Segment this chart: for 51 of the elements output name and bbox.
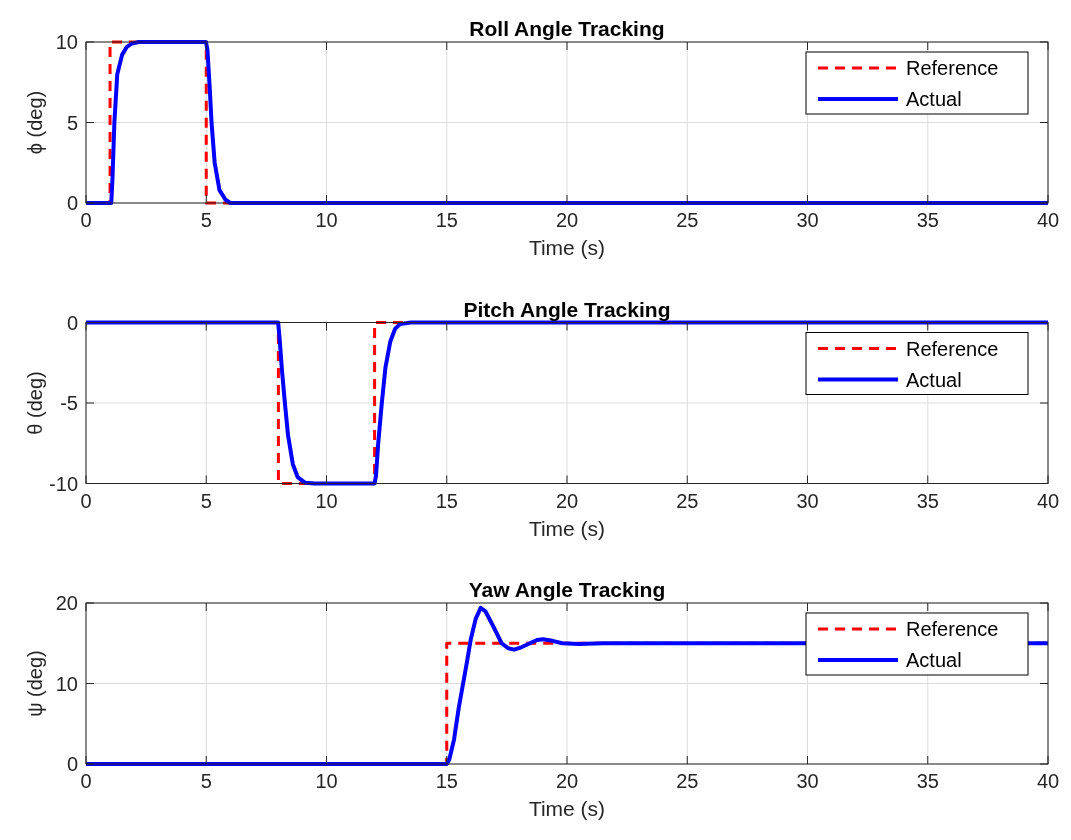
y-tick-label: -10 (49, 472, 78, 495)
x-tick-label: 10 (315, 209, 338, 231)
x-tick-label: 15 (435, 770, 458, 792)
y-tick-label: 10 (55, 31, 78, 53)
legend-label: Reference (906, 618, 999, 640)
x-tick-label: 30 (796, 209, 819, 231)
x-tick-label: 25 (676, 770, 699, 792)
y-tick-label: 0 (66, 311, 78, 334)
y-axis-title: ψ (deg) (24, 650, 46, 717)
x-tick-label: 40 (1036, 770, 1060, 792)
x-tick-label: 25 (676, 489, 699, 512)
x-tick-label: 35 (916, 489, 939, 512)
x-tick-label: 15 (435, 489, 458, 512)
x-axis-title: Time (s) (528, 797, 606, 820)
x-tick-label: 10 (315, 489, 338, 512)
chart-title: Pitch Angle Tracking (463, 297, 671, 321)
x-axis-title: Time (s) (528, 516, 606, 540)
legend-label: Reference (906, 57, 999, 79)
y-axis-title: ϕ (deg) (24, 90, 46, 155)
y-tick-label: 10 (55, 672, 78, 695)
x-tick-label: 20 (555, 209, 579, 231)
chart-title: Roll Angle Tracking (469, 17, 665, 40)
x-axis-title: Time (s) (528, 236, 606, 259)
y-tick-label: 20 (55, 592, 78, 614)
x-tick-label: 40 (1036, 209, 1060, 231)
x-tick-label: 35 (916, 209, 939, 231)
x-tick-label: 20 (555, 770, 579, 792)
x-tick-label: 0 (80, 770, 92, 792)
legend-label: Actual (906, 649, 962, 671)
y-tick-label: 0 (66, 753, 78, 775)
legend-label: Actual (906, 368, 962, 391)
x-tick-label: 5 (200, 770, 212, 792)
y-tick-label: 0 (66, 192, 78, 214)
x-tick-label: 0 (80, 209, 92, 231)
y-tick-label: -5 (60, 392, 78, 414)
x-tick-label: 35 (916, 770, 939, 792)
x-tick-label: 0 (80, 489, 92, 512)
x-tick-label: 25 (676, 209, 699, 231)
legend-label: Actual (906, 88, 962, 110)
x-tick-label: 40 (1036, 489, 1060, 512)
y-axis-title: θ (deg) (24, 371, 46, 435)
legend-label: Reference (906, 337, 999, 360)
x-tick-label: 30 (796, 770, 819, 792)
x-tick-label: 15 (435, 209, 458, 231)
x-tick-label: 10 (315, 770, 338, 792)
y-tick-label: 5 (66, 111, 78, 134)
x-tick-label: 20 (555, 489, 579, 512)
x-tick-label: 5 (200, 489, 212, 512)
x-tick-label: 5 (200, 209, 212, 231)
chart-title: Yaw Angle Tracking (468, 578, 666, 601)
x-tick-label: 30 (796, 489, 819, 512)
